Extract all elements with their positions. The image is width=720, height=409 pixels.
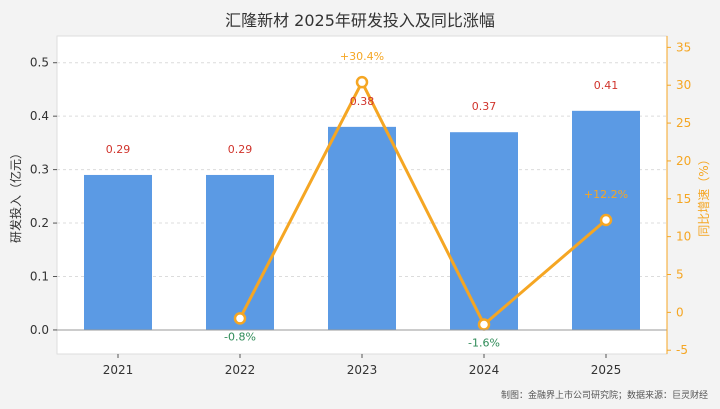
y-tick-label-5: 0.5 (30, 56, 49, 70)
y2-tick-label-2: 5 (676, 268, 684, 282)
bar-value-label-2024: 0.37 (472, 100, 497, 113)
y-tick-label-0: 0.0 (30, 323, 49, 337)
growth-value-label-2023: +30.4% (340, 50, 384, 63)
y2-tick-label-8: 35 (676, 40, 691, 54)
y2-tick-label-7: 30 (676, 78, 691, 92)
y2-tick-label-4: 15 (676, 192, 691, 206)
bar-value-label-2025: 0.41 (594, 79, 619, 92)
y2-tick-label-5: 20 (676, 154, 691, 168)
y-axis-title: 研发投入（亿元） (8, 147, 23, 243)
growth-line (238, 80, 607, 326)
x-tick-label-2022: 2022 (225, 363, 256, 377)
y2-tick-label-1: 0 (676, 305, 684, 319)
y2-tick-label-0: -5 (676, 343, 688, 357)
source-footnote: 制图：金融界上市公司研究院；数据来源：巨灵财经 (500, 391, 708, 401)
y2-tick-label-6: 25 (676, 116, 691, 130)
bar-2023 (328, 126, 396, 330)
growth-line-series (233, 75, 613, 331)
growth-point-2025 (599, 213, 613, 227)
bar-value-label-2021: 0.29 (106, 143, 131, 156)
x-tick-label-2021: 2021 (103, 363, 134, 377)
data-labels: 0.29 0.29 0.38 0.37 0.41 -0.8% +30.4% -1.6% +12.… (106, 50, 628, 349)
growth-point-2023 (355, 75, 369, 89)
bar-2024 (450, 132, 518, 330)
chart-title: 汇隆新材 2025年研发投入及同比涨幅 (225, 11, 495, 30)
growth-value-label-2025: +12.2% (584, 188, 628, 201)
bar-series (84, 110, 640, 330)
x-tick-label-2024: 2024 (469, 363, 500, 377)
bar-2022 (206, 174, 274, 330)
bar-value-label-2022: 0.29 (228, 143, 253, 156)
bar-value-label-2023: 0.38 (350, 95, 375, 108)
y-tick-label-1: 0.1 (30, 270, 49, 284)
y2-axis-title: 同比增速（%） (697, 153, 711, 236)
growth-value-label-2024: -1.6% (468, 336, 500, 349)
growth-point-2024 (477, 318, 491, 331)
y-tick-label-2: 0.2 (30, 216, 49, 230)
x-tick-label-2023: 2023 (347, 363, 378, 377)
y-tick-label-3: 0.3 (30, 163, 49, 177)
growth-value-label-2022: -0.8% (224, 330, 256, 343)
y2-tick-label-3: 10 (676, 230, 691, 244)
x-tick-label-2025: 2025 (591, 363, 622, 377)
bar-2021 (84, 174, 152, 330)
y-tick-label-4: 0.4 (30, 109, 49, 123)
growth-point-2022 (233, 312, 247, 325)
